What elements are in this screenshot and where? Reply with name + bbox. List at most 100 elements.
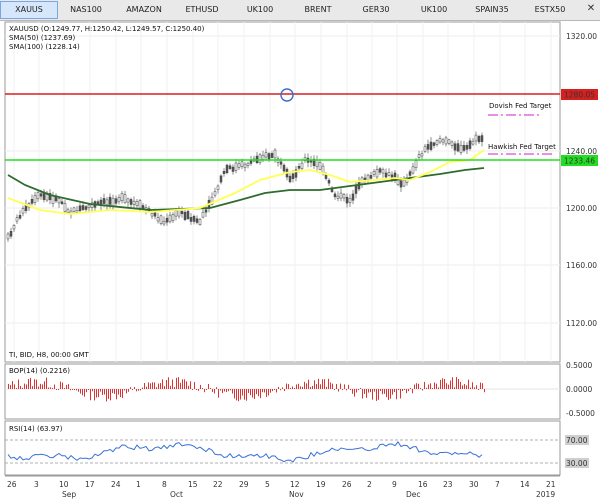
candle-body — [390, 174, 394, 180]
day-label: 1 — [136, 480, 141, 489]
tab-uk100[interactable]: UK100 — [246, 5, 274, 14]
candle-body — [63, 203, 67, 212]
bop-bar — [370, 389, 371, 393]
bop-bar — [84, 389, 85, 397]
bop-pane[interactable] — [4, 363, 561, 420]
green-level-badge — [561, 155, 598, 166]
bop-bar — [68, 384, 69, 389]
bop-bar — [438, 387, 439, 389]
candle-body — [105, 199, 109, 206]
tab-ger30[interactable]: GER30 — [362, 5, 390, 14]
candle-body — [138, 200, 142, 209]
day-label: 7 — [495, 480, 500, 489]
candle-body — [111, 197, 115, 206]
bop-bar — [132, 389, 133, 390]
price-pane[interactable] — [4, 21, 561, 363]
bop-bar — [128, 389, 129, 392]
bop-bar — [140, 389, 141, 391]
bop-bar — [460, 381, 461, 389]
bop-bar — [32, 386, 33, 389]
bop-bar — [254, 389, 255, 399]
bop-bar — [470, 387, 471, 389]
candle-body — [333, 193, 337, 198]
month-label: Nov — [289, 490, 304, 499]
bop-bar — [462, 385, 463, 389]
tab-spain35[interactable]: SPAIN35 — [475, 5, 509, 14]
candle-body — [174, 210, 178, 217]
candle-body — [126, 198, 130, 203]
bop-bar — [480, 382, 481, 389]
candle-body — [411, 166, 415, 174]
bop-bar — [28, 379, 29, 389]
bop-bar — [168, 377, 169, 389]
candle-body — [342, 194, 346, 199]
bop-bar — [126, 389, 127, 394]
candle-body — [465, 145, 469, 150]
bop-bar — [280, 389, 281, 391]
bop-bar — [118, 389, 119, 395]
bop-bar — [232, 389, 233, 394]
bop-bar — [218, 389, 219, 398]
tab-xauus[interactable]: XAUUS — [0, 1, 58, 19]
bop-bar — [244, 389, 245, 400]
bop-bar — [138, 389, 139, 391]
bop-bar — [188, 385, 189, 389]
target-circle[interactable] — [280, 88, 294, 102]
tab-amazon[interactable]: AMAZON — [126, 5, 162, 14]
bop-bar — [236, 389, 237, 401]
candle-body — [210, 196, 214, 205]
bop-bar — [292, 386, 293, 389]
candle-body — [108, 196, 112, 205]
candle-body — [156, 217, 160, 222]
bop-bar — [74, 389, 75, 390]
bop-bar — [290, 388, 291, 389]
candle-body — [57, 198, 61, 204]
close-icon[interactable]: ✕ — [586, 3, 596, 14]
bop-bar — [360, 388, 361, 389]
candle-body — [474, 134, 478, 142]
bop-bar — [340, 383, 341, 389]
bop-bar — [56, 389, 57, 390]
bop-bar — [154, 382, 155, 389]
bop-bar — [276, 389, 277, 393]
day-label: 23 — [443, 480, 453, 489]
bop-bar — [30, 377, 31, 389]
bop-bar — [282, 387, 283, 389]
bop-bar — [190, 381, 191, 389]
bop-bar — [252, 389, 253, 398]
bop-bar — [406, 389, 407, 394]
tab-uk100-2[interactable]: UK100 — [420, 5, 448, 14]
bop-bar — [402, 389, 403, 391]
bop-bar — [404, 389, 405, 390]
tab-nas100[interactable]: NAS100 — [70, 5, 102, 14]
candle-body — [435, 140, 439, 145]
bop-bar — [400, 389, 401, 399]
sma100-line — [7, 167, 485, 211]
candlesticks — [6, 131, 484, 242]
chart-area[interactable]: Dovish Fed Target Hawkish Fed Target XAU… — [0, 20, 600, 504]
candle-body — [423, 146, 427, 152]
candle-body — [420, 153, 424, 157]
bop-bar — [76, 389, 77, 391]
bop-bar — [398, 389, 399, 390]
bop-bar — [104, 389, 105, 395]
bop-bar — [110, 389, 111, 401]
tab-brent[interactable]: BRENT — [304, 5, 332, 14]
rsi-pane[interactable] — [4, 420, 561, 476]
day-label: 3 — [34, 480, 39, 489]
bop-bar — [36, 379, 37, 389]
bop-bar — [112, 389, 113, 394]
day-label: 10 — [59, 480, 69, 489]
bop-bar — [38, 386, 39, 389]
tab-ethusd[interactable]: ETHUSD — [185, 5, 219, 14]
candle-body — [39, 193, 43, 197]
bop-bar — [46, 377, 47, 389]
candle-body — [159, 215, 163, 224]
ohlc-info: XAUUSD (O:1249.77, H:1250.42, L:1249.57,… — [9, 25, 205, 33]
candle-body — [132, 200, 136, 205]
tab-estx50[interactable]: ESTX50 — [534, 5, 566, 14]
candle-body — [468, 140, 472, 149]
candle-body — [15, 217, 19, 222]
bop-bar — [160, 383, 161, 389]
day-label: 24 — [111, 480, 121, 489]
